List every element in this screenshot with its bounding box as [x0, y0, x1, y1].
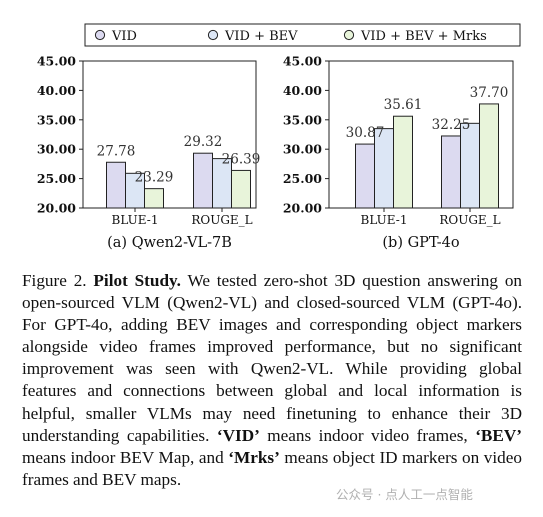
y-tick-label: 25.00	[37, 171, 76, 186]
legend-marker	[207, 29, 219, 41]
caption-text-3: means indoor BEV Map, and	[22, 447, 229, 467]
data-label: 37.70	[470, 85, 509, 101]
y-tick-label: 35.00	[283, 112, 322, 127]
plot-frame	[82, 60, 257, 209]
x-tick-label: BLUE-1	[112, 213, 159, 227]
x-tick-label: BLUE-1	[361, 213, 408, 227]
caption-text-4: means object ID markers on video frames …	[22, 447, 522, 489]
bar	[193, 152, 213, 209]
legend-label: VID	[111, 29, 137, 44]
y-tick-label: 45.00	[283, 54, 322, 69]
x-tick-label: ROUGE_L	[191, 213, 252, 227]
watermark: 公众号 · 点人工一点智能	[336, 487, 473, 502]
x-tick-label: ROUGE_L	[439, 213, 500, 227]
bar	[355, 143, 375, 209]
bar	[231, 169, 251, 209]
bar	[144, 188, 164, 209]
data-label: 27.78	[97, 143, 136, 159]
caption-term-mrks: ‘Mrks’	[228, 447, 280, 467]
y-tick-label: 30.00	[37, 142, 76, 157]
data-label: 35.61	[384, 97, 423, 113]
plot-frame	[328, 60, 514, 209]
chart-panel-1: 20.00 25.00 30.00 35.00 40.00 45.00 BLUE-1 ROUG…	[37, 54, 260, 252]
y-tick-label: 45.00	[37, 54, 76, 69]
caption-text-1: We tested zero-shot 3D question answerin…	[22, 271, 523, 445]
data-label: 30.87	[346, 125, 385, 141]
y-tick-label: 35.00	[37, 112, 76, 127]
y-tick-label: 40.00	[37, 83, 76, 98]
bar	[393, 115, 413, 209]
data-label: 29.32	[184, 134, 223, 150]
y-tick-label: 25.00	[283, 171, 322, 186]
legend-label: VID + BEV	[224, 29, 298, 44]
y-tick-label: 40.00	[283, 83, 322, 98]
caption-term-vid: ‘VID’	[216, 425, 260, 445]
chart-subtitle: (a) Qwen2-VL-7B	[107, 235, 232, 251]
bar	[460, 122, 480, 209]
y-tick-label: 20.00	[283, 201, 322, 216]
figure-caption: Figure 2. Pilot Study. We tested zero-sh…	[22, 270, 522, 491]
legend-marker	[94, 29, 106, 41]
chart-subtitle: (b) GPT-4o	[382, 235, 459, 251]
legend: VID VID + BEV VID + BEV + Mrks	[84, 23, 521, 47]
bar	[441, 135, 461, 209]
data-label: 26.39	[222, 151, 261, 167]
caption-title: Pilot Study.	[93, 271, 181, 290]
bar	[106, 161, 126, 209]
caption-term-bev: ‘BEV’	[475, 425, 522, 445]
y-tick-label: 30.00	[283, 142, 322, 157]
data-label: 23.29	[135, 170, 174, 186]
legend-box	[84, 23, 521, 47]
y-tick-label: 20.00	[37, 201, 76, 216]
data-label: 32.25	[432, 117, 471, 133]
chart-panel-2: 20.00 25.00 30.00 35.00 40.00 45.00 BLUE-1 ROUG…	[283, 54, 514, 251]
figure: VID VID + BEV VID + BEV + Mrks 20.00 25.00 30…	[37, 23, 521, 252]
legend-marker	[343, 29, 355, 41]
bar	[479, 103, 499, 209]
legend-label: VID + BEV + Mrks	[360, 29, 487, 44]
caption-text-2: means indoor video frames,	[259, 425, 476, 445]
caption-figure-label: Figure 2.	[22, 271, 87, 290]
